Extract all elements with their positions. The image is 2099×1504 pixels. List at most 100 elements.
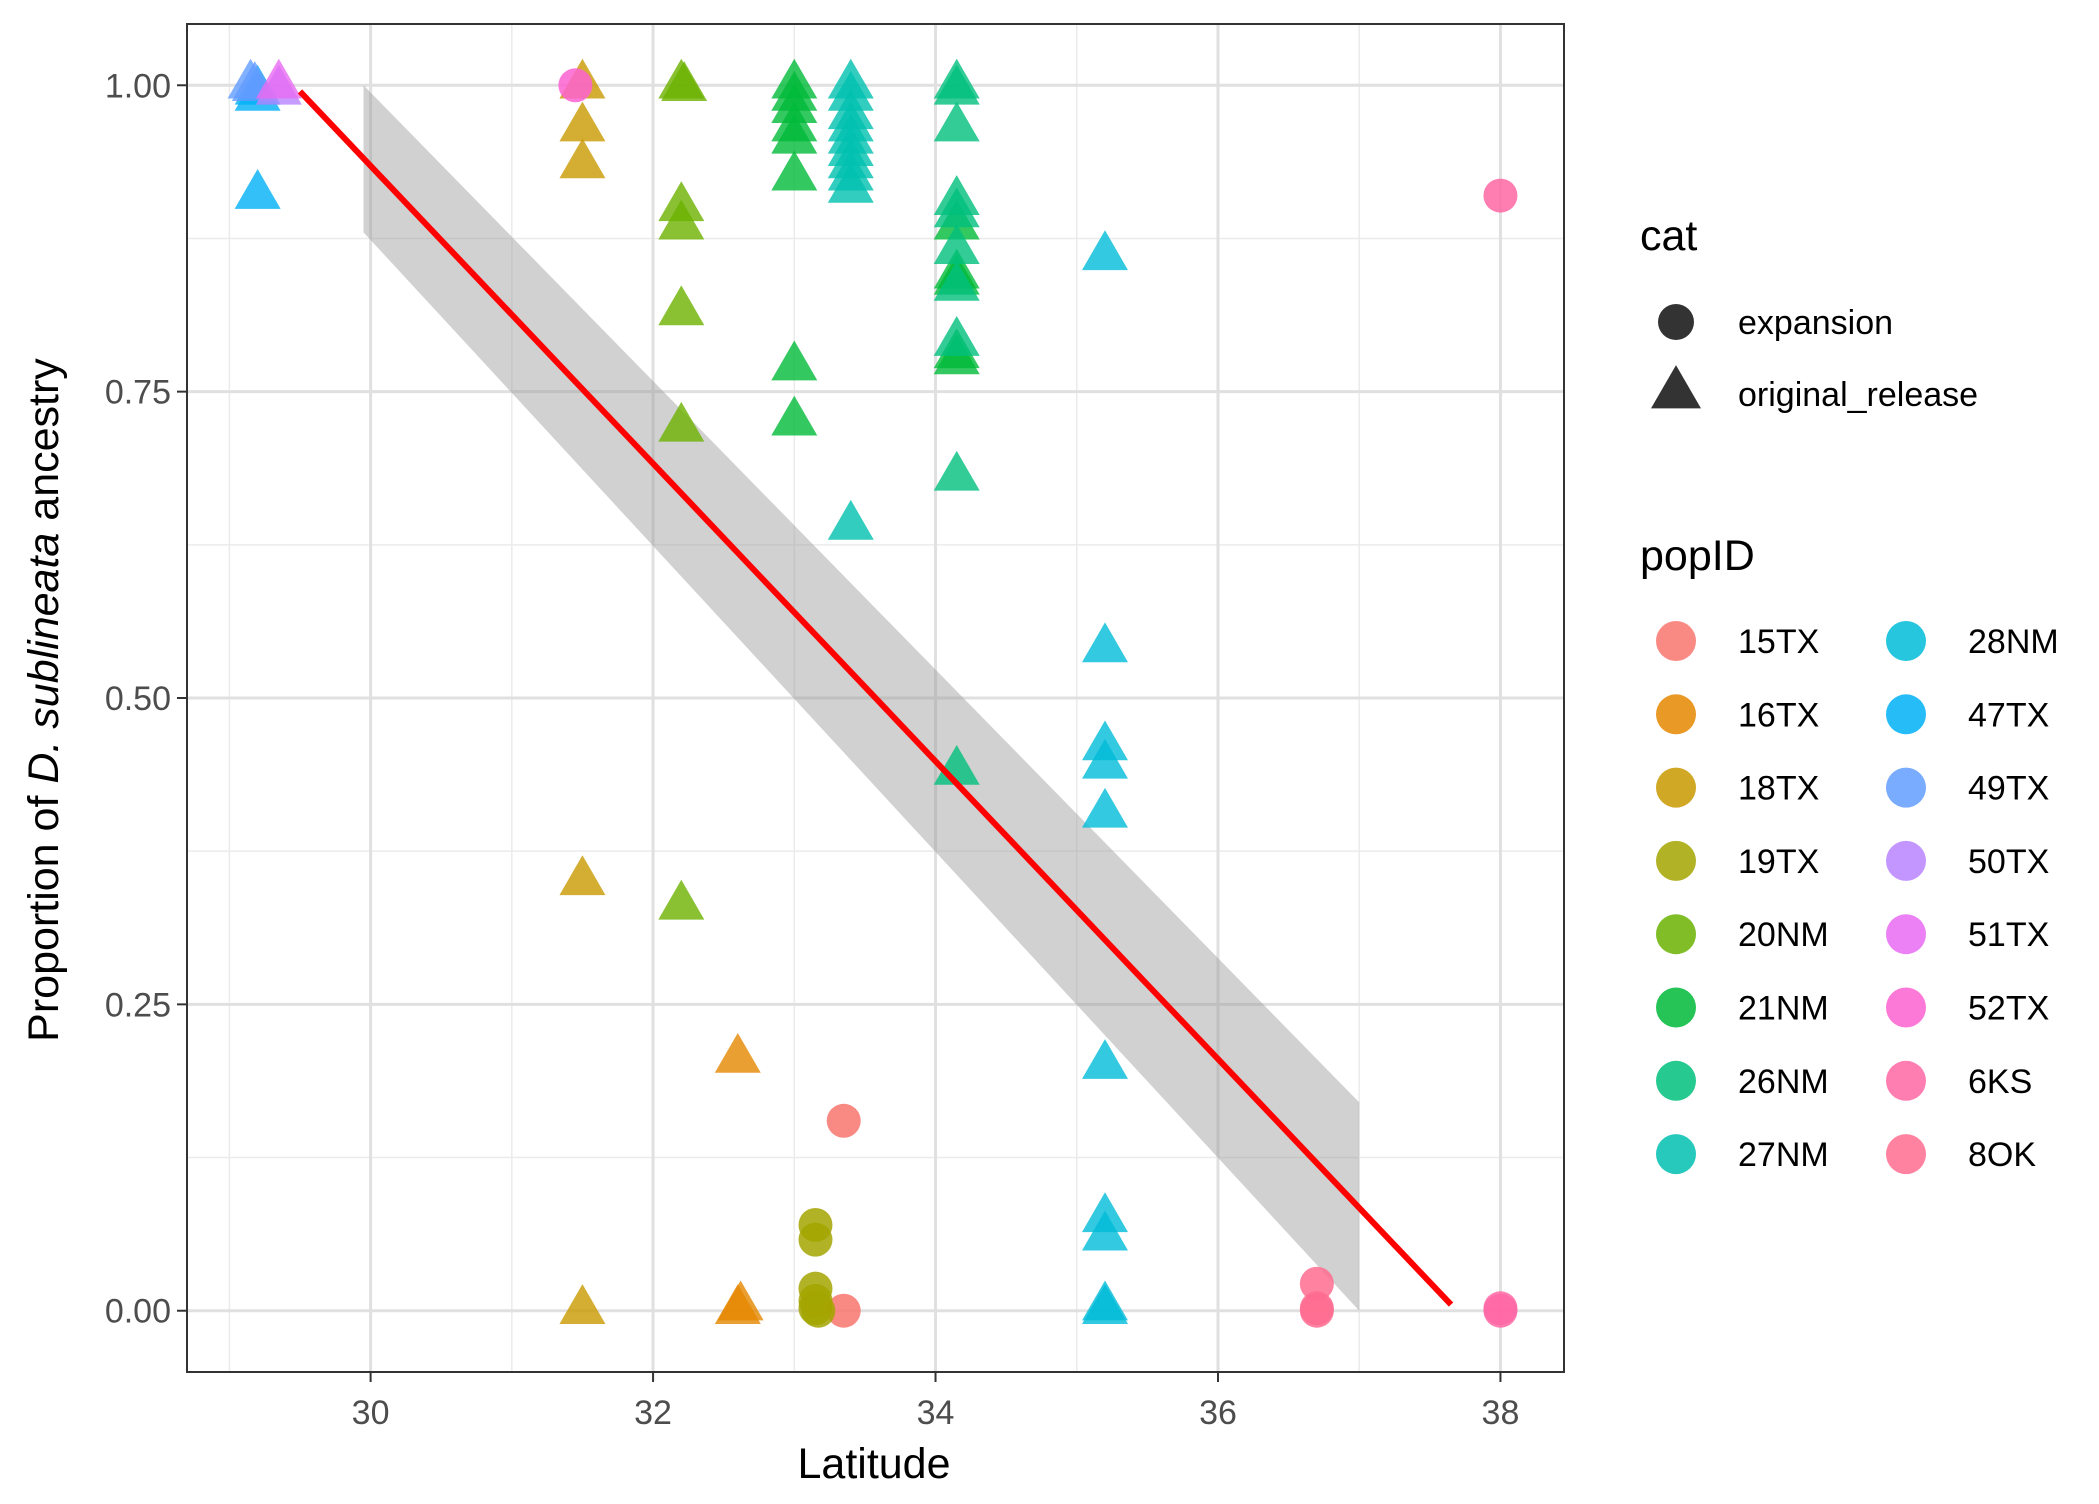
data-point-21NM [771, 150, 818, 191]
y-axis-title-suffix: ancestry [20, 358, 68, 533]
data-point-27NM [827, 499, 874, 540]
legend-pop-label-21NM: 21NM [1738, 990, 1829, 1028]
legend-pop-key-21NM [1656, 987, 1696, 1028]
y-tick-label: 0.25 [105, 986, 171, 1024]
legend-pop-label-15TX: 15TX [1738, 623, 1819, 661]
points-layer [227, 58, 1518, 1328]
legend-pop-key-27NM [1656, 1134, 1696, 1175]
legend-cat-key-original_release [1651, 365, 1701, 409]
data-point-16TX [714, 1032, 761, 1073]
x-tick-label: 36 [1199, 1394, 1237, 1432]
x-tick-label: 34 [917, 1394, 955, 1432]
data-point-27NM [827, 162, 874, 203]
data-point-15TX [826, 1103, 861, 1138]
data-point-28NM [1082, 622, 1128, 663]
y-axis-title-species: D. sublineata [20, 533, 68, 784]
data-point-26NM [933, 450, 980, 491]
x-tick-label: 32 [634, 1394, 672, 1432]
axis-layer: 30 32 34 36 38 0.00 0.25 0.50 0.75 1.00 [105, 67, 1520, 1432]
legend-pop-key-6KS [1886, 1060, 1926, 1101]
data-point-18TX [559, 138, 606, 179]
confidence-band [363, 85, 1360, 1311]
legend-pop-key-18TX [1656, 767, 1696, 808]
legend-pop: popID 15TX 16TX 18TX 19TX 20NM 21NM 26NM 27NM 28… [1640, 532, 2059, 1175]
legend-pop-label-51TX: 51TX [1968, 916, 2049, 954]
regression-line [297, 89, 1454, 1307]
data-point-8OK [1299, 1291, 1334, 1326]
data-point-15TX [826, 1293, 861, 1328]
data-point-28NM [1082, 738, 1128, 779]
legend-pop-key-28NM [1886, 621, 1926, 661]
data-point-26NM [933, 260, 980, 301]
legend-pop-label-19TX: 19TX [1738, 843, 1819, 881]
y-axis-title-prefix: Proportion of [20, 784, 68, 1042]
data-point-28NM [1082, 230, 1128, 271]
data-point-18TX [559, 855, 606, 896]
legend-pop-label-8OK: 8OK [1968, 1136, 2036, 1174]
x-tick-label: 38 [1482, 1394, 1520, 1432]
data-point-6KS [1483, 1291, 1518, 1326]
legend-cat-title: cat [1640, 212, 1697, 260]
legend-pop-key-52TX [1886, 987, 1926, 1028]
legend-pop-label-50TX: 50TX [1968, 843, 2049, 881]
y-tick-label: 0.00 [105, 1293, 171, 1331]
legend-pop-label-49TX: 49TX [1968, 770, 2049, 808]
y-tick-label: 0.75 [105, 374, 171, 412]
legend-pop-label-28NM: 28NM [1968, 623, 2059, 661]
y-tick-label: 1.00 [105, 67, 171, 105]
data-point-26NM [933, 64, 980, 105]
data-point-19TX [801, 1293, 836, 1328]
data-point-26NM [933, 187, 980, 228]
data-point-21NM [771, 340, 818, 381]
data-point-18TX [559, 101, 606, 142]
regression-line-layer [297, 89, 1454, 1307]
data-point-16TX [717, 1280, 764, 1321]
data-point-28NM [1082, 1039, 1128, 1079]
data-point-28NM [1082, 1210, 1128, 1251]
data-point-6KS [1483, 178, 1518, 213]
legend-pop-label-47TX: 47TX [1968, 696, 2049, 734]
legend-cat: cat expansion original_release [1640, 212, 1978, 414]
legend-pop-label-26NM: 26NM [1738, 1063, 1829, 1101]
data-point-20NM [658, 401, 705, 442]
legend-pop-label-20NM: 20NM [1738, 916, 1829, 954]
data-point-28NM [1082, 1284, 1128, 1324]
data-point-21NM [771, 113, 818, 154]
legend-pop-key-51TX [1886, 914, 1926, 955]
data-point-52TX [558, 68, 593, 103]
y-tick-label: 0.50 [105, 680, 171, 718]
legend-cat-label-original_release: original_release [1738, 376, 1978, 414]
legend-cat-key-expansion [1658, 304, 1694, 340]
data-point-20NM [658, 285, 705, 326]
legend-pop-key-20NM [1656, 914, 1696, 955]
x-axis-title: Latitude [797, 1440, 950, 1488]
legend-pop-label-18TX: 18TX [1738, 770, 1819, 808]
legend-pop-label-27NM: 27NM [1738, 1136, 1829, 1174]
legend-pop-label-16TX: 16TX [1738, 696, 1819, 734]
legend-pop-label-6KS: 6KS [1968, 1063, 2032, 1101]
legend-cat-label-expansion: expansion [1738, 304, 1893, 342]
y-axis-title: Proportion of D. sublineata ancestry [20, 358, 68, 1042]
legend-pop-title: popID [1640, 532, 1755, 580]
confidence-band-layer [363, 85, 1360, 1311]
legend-pop-label-52TX: 52TX [1968, 990, 2049, 1028]
data-point-20NM [658, 879, 705, 920]
legend-pop-key-8OK [1886, 1134, 1926, 1175]
data-point-21NM [771, 395, 818, 436]
data-point-47TX [234, 168, 281, 209]
data-point-26NM [933, 316, 980, 356]
data-point-19TX [798, 1222, 833, 1257]
x-tick-label: 30 [352, 1394, 390, 1432]
legend-pop-key-16TX [1656, 694, 1696, 735]
data-point-28NM [1082, 787, 1128, 828]
data-point-51TX [255, 58, 302, 99]
data-point-18TX [559, 1284, 606, 1324]
legend-pop-key-49TX [1886, 767, 1926, 808]
legend-pop-key-47TX [1886, 694, 1926, 735]
legend-pop-key-15TX [1656, 621, 1696, 661]
data-point-26NM [933, 224, 980, 264]
legend-pop-key-50TX [1886, 840, 1926, 881]
legend-pop-key-26NM [1656, 1060, 1696, 1101]
